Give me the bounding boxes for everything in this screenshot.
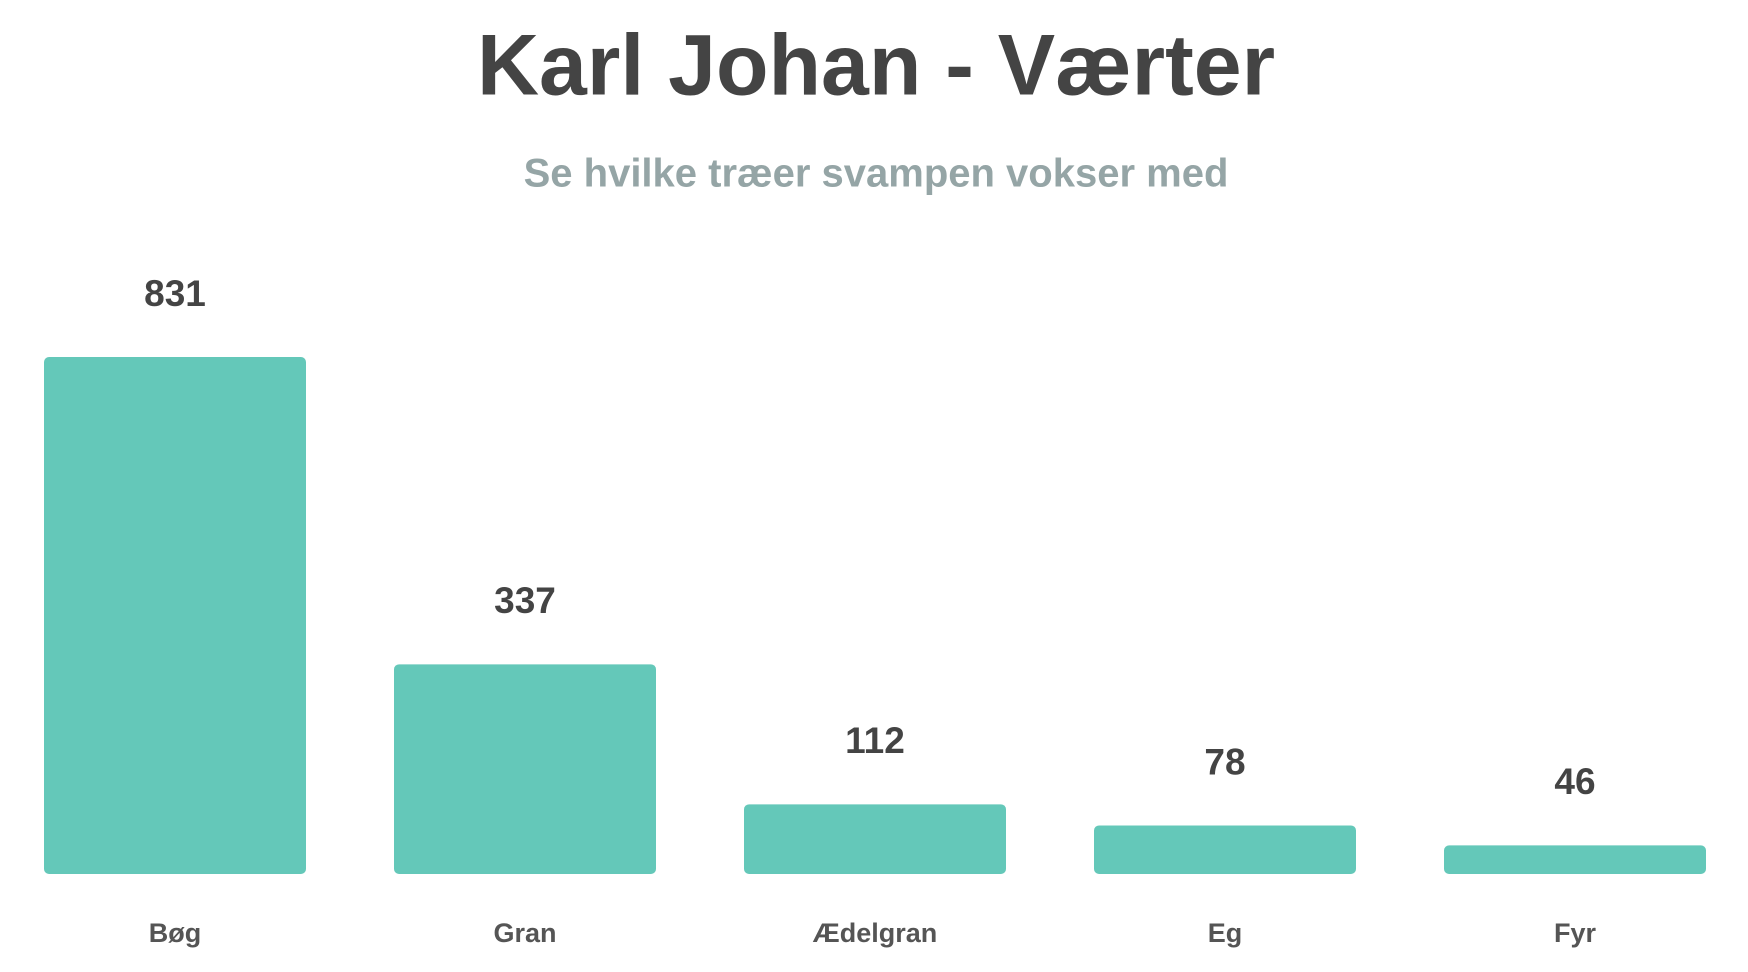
bar <box>744 804 1006 874</box>
x-tick-label: Eg <box>1208 918 1243 948</box>
bar <box>1444 845 1706 874</box>
x-tick-label: Ædelgran <box>813 918 938 948</box>
x-tick-label: Bøg <box>149 918 201 948</box>
chart-title: Karl Johan - Værter <box>477 18 1275 114</box>
bar <box>1094 825 1356 874</box>
value-label: 112 <box>845 720 905 761</box>
value-label: 337 <box>494 580 556 621</box>
x-tick-label: Fyr <box>1554 918 1597 948</box>
x-tick-label: Gran <box>493 918 556 948</box>
chart-subtitle: Se hvilke træer svampen vokser med <box>524 152 1229 196</box>
value-label: 46 <box>1554 761 1595 802</box>
bar <box>44 357 306 874</box>
value-label: 78 <box>1204 741 1245 782</box>
bar <box>394 664 656 874</box>
value-label: 831 <box>144 273 206 314</box>
